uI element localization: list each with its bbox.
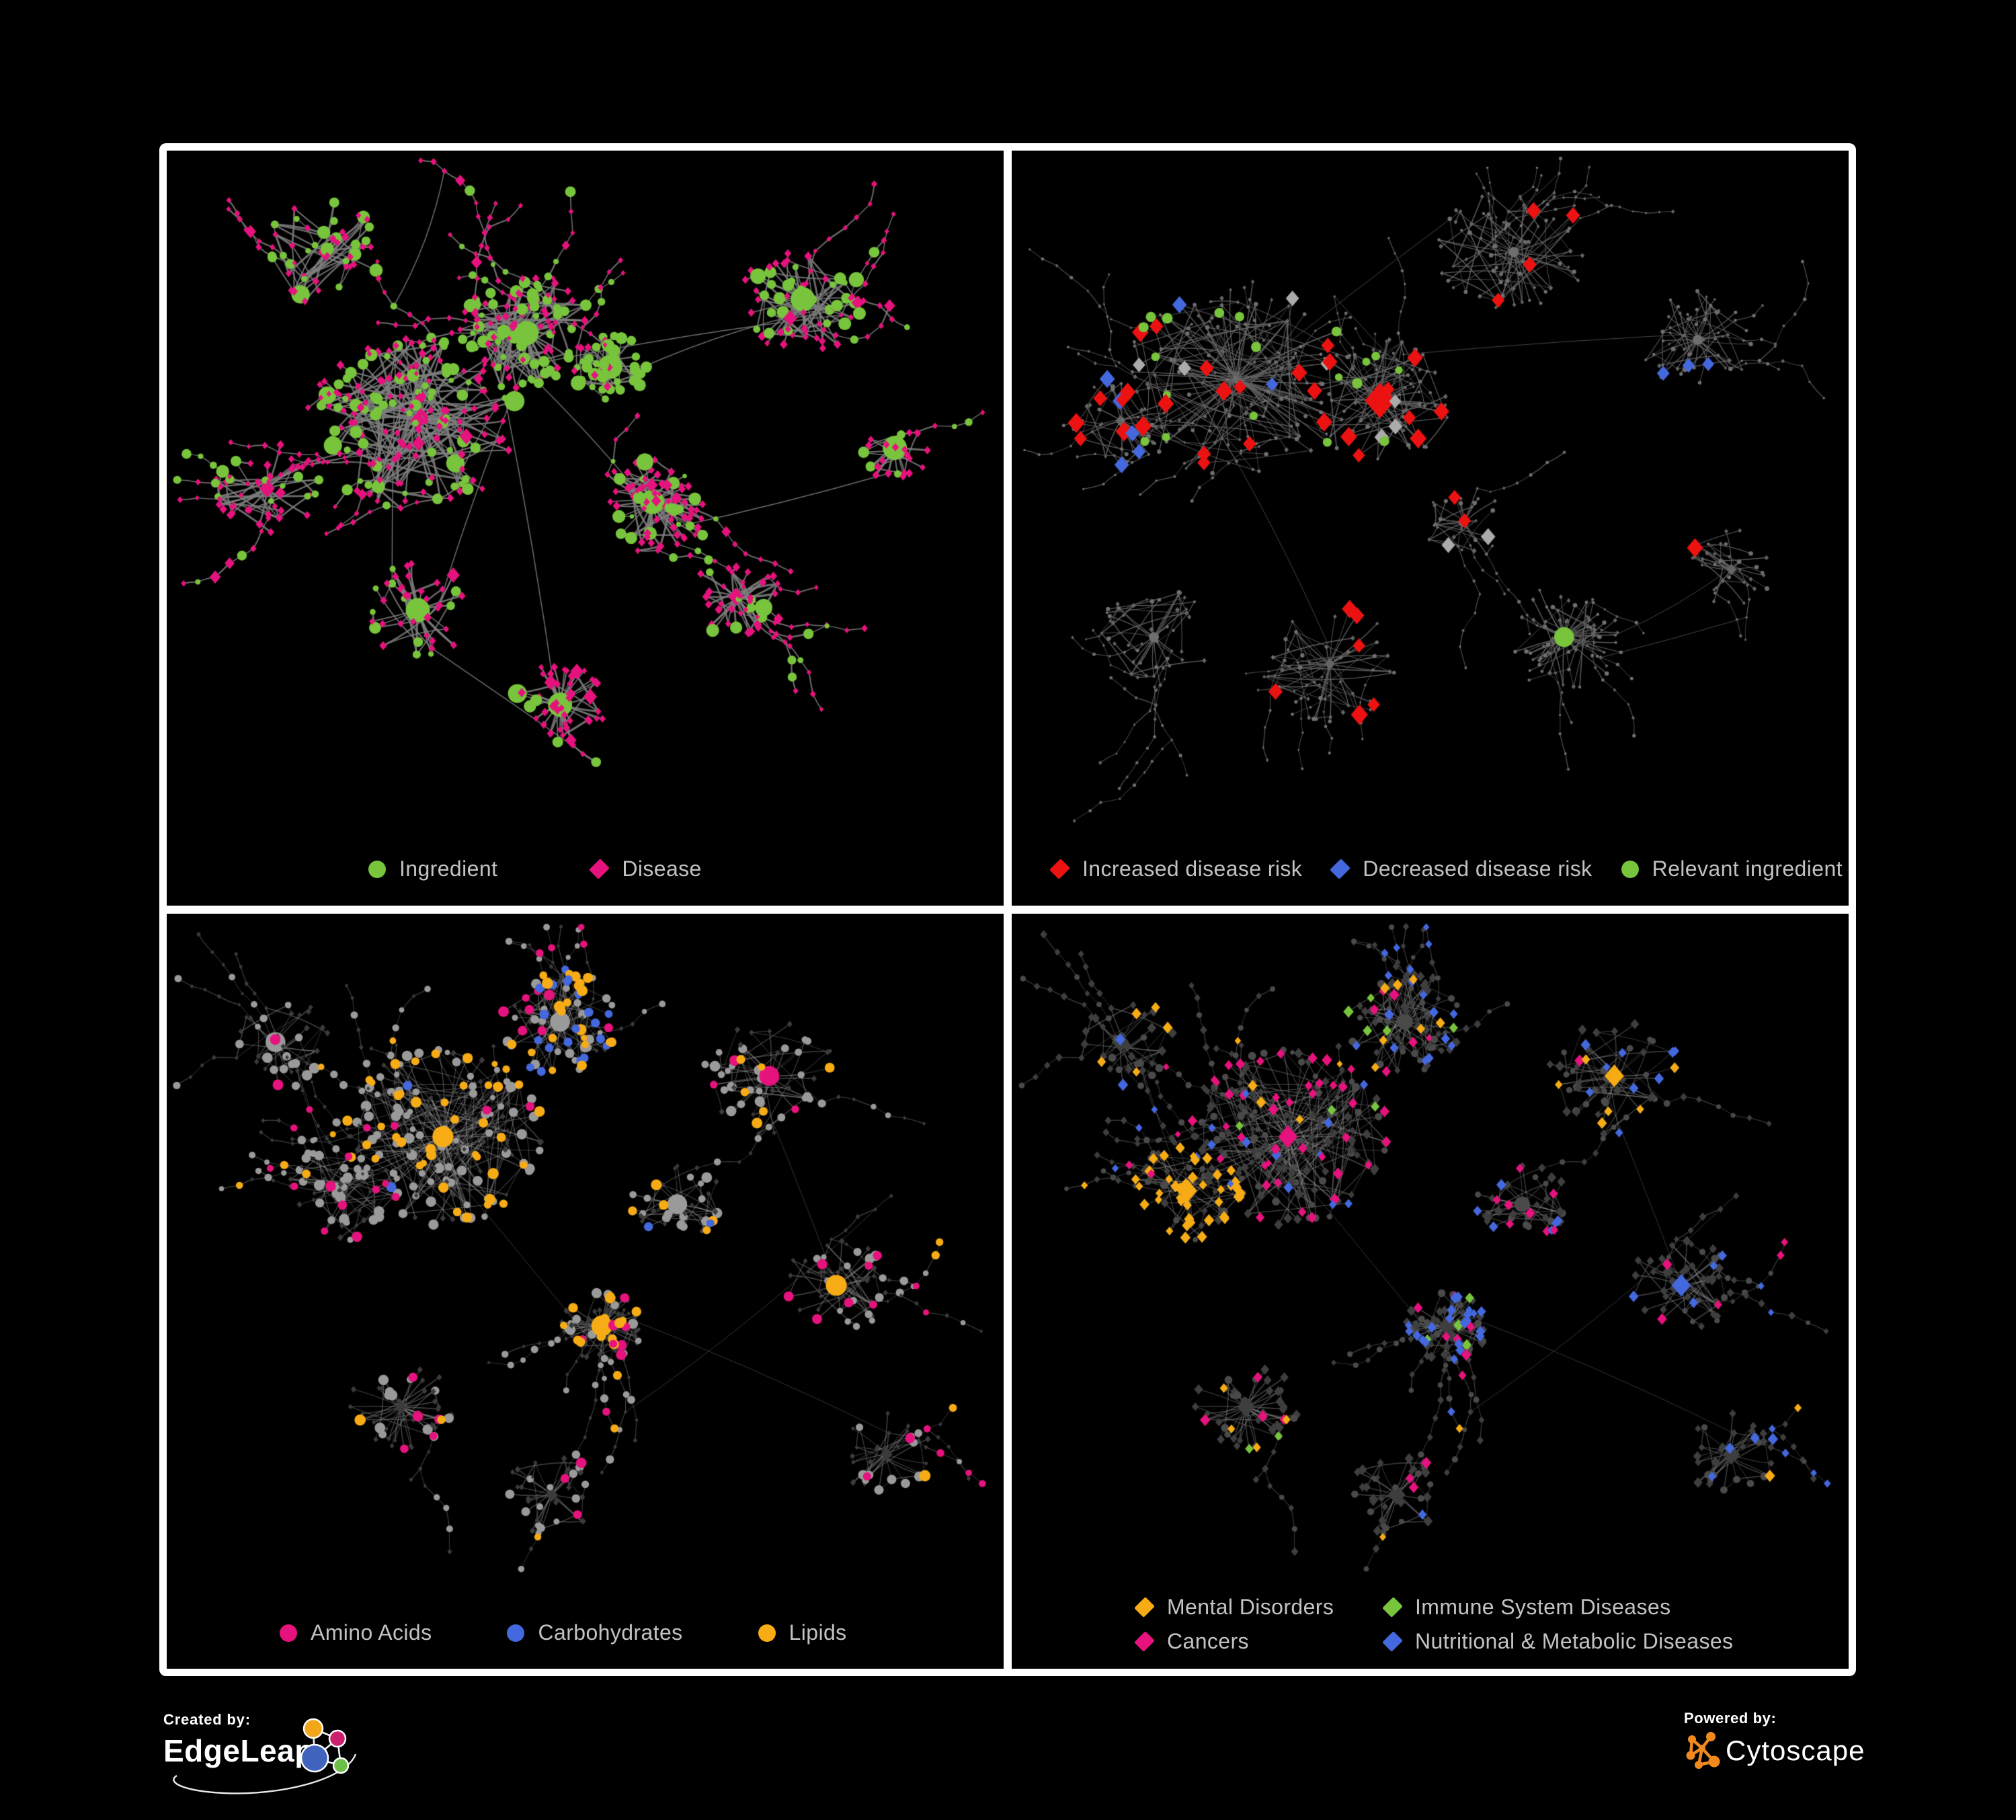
network-canvas-disease-risk <box>1012 151 1849 906</box>
edgeleap-wordmark: EdgeLeap <box>163 1733 314 1768</box>
edgeleap-brand-row: EdgeLeap <box>163 1718 357 1794</box>
legend-label-cancers: Cancers <box>1167 1629 1249 1653</box>
immune-diseases-marker-icon <box>1382 1597 1403 1618</box>
legend-label-disease: Disease <box>622 857 702 881</box>
nutritional-metabolic-marker-icon <box>1382 1631 1403 1652</box>
powered-by-label: Powered by: <box>1684 1710 1777 1727</box>
legend-label-amino-acids: Amino Acids <box>311 1620 432 1645</box>
legend-label-carbohydrates: Carbohydrates <box>538 1620 683 1645</box>
ingredient-marker-icon <box>368 860 386 878</box>
legend-label-decreased-risk: Decreased disease risk <box>1363 857 1592 881</box>
legend-disease-classes: Mental Disorders Immune System Diseases … <box>1134 1595 1734 1654</box>
created-by-label: Created by: <box>163 1711 251 1728</box>
lipids-marker-icon <box>758 1624 776 1642</box>
legend-disease-risk: Increased disease risk Decreased disease… <box>1049 857 1843 881</box>
legend-item-amino-acids: Amino Acids <box>280 1620 432 1645</box>
cytoscape-credit: Powered by: Cytoscape <box>1684 1710 1865 1772</box>
mental-disorders-marker-icon <box>1134 1597 1155 1618</box>
legend-label-ingredient: Ingredient <box>399 857 498 881</box>
network-canvas-nutrient-classes <box>167 914 1004 1669</box>
panel-grid: Ingredient Disease Increased disease ris… <box>159 143 1856 1676</box>
legend-label-immune-diseases: Immune System Diseases <box>1415 1595 1671 1619</box>
legend-ingredient-disease: Ingredient Disease <box>368 857 702 881</box>
cytoscape-logo-icon <box>1686 1732 1720 1769</box>
legend-item-carbohydrates: Carbohydrates <box>507 1620 682 1645</box>
cytoscape-brand-row: Cytoscape <box>1684 1730 1865 1772</box>
disease-marker-icon <box>589 859 610 879</box>
panel-disease-risk: Increased disease risk Decreased disease… <box>1012 151 1849 906</box>
edgeleap-logo-icon <box>300 1718 350 1774</box>
decreased-risk-marker-icon <box>1330 859 1351 879</box>
cytoscape-wordmark: Cytoscape <box>1726 1735 1865 1766</box>
legend-item-relevant-ingredient: Relevant ingredient <box>1621 857 1843 881</box>
legend-item-lipids: Lipids <box>758 1620 847 1645</box>
legend-label-nutritional-metabolic: Nutritional & Metabolic Diseases <box>1415 1629 1734 1653</box>
legend-nutrient-classes: Amino Acids Carbohydrates Lipids <box>280 1620 847 1645</box>
legend-item-decreased-risk: Decreased disease risk <box>1330 857 1592 881</box>
legend-label-lipids: Lipids <box>789 1620 847 1645</box>
legend-item-mental-disorders: Mental Disorders <box>1134 1595 1383 1620</box>
relevant-ingredient-marker-icon <box>1621 860 1639 878</box>
legend-label-relevant-ingredient: Relevant ingredient <box>1652 857 1843 881</box>
cancers-marker-icon <box>1134 1631 1155 1652</box>
legend-item-ingredient: Ingredient <box>368 857 497 881</box>
panel-ingredient-disease: Ingredient Disease <box>167 151 1004 906</box>
legend-item-immune-diseases: Immune System Diseases <box>1382 1595 1733 1620</box>
legend-item-disease: Disease <box>589 857 702 881</box>
legend-item-nutritional-metabolic: Nutritional & Metabolic Diseases <box>1382 1629 1734 1654</box>
panel-disease-classes: Mental Disorders Immune System Diseases … <box>1012 914 1849 1669</box>
increased-risk-marker-icon <box>1049 859 1070 879</box>
legend-item-cancers: Cancers <box>1134 1629 1383 1654</box>
network-canvas-disease-classes <box>1012 914 1849 1669</box>
network-canvas-ingredient-disease <box>167 151 1004 906</box>
carbohydrates-marker-icon <box>507 1624 525 1642</box>
amino-acids-marker-icon <box>280 1624 297 1642</box>
legend-item-increased-risk: Increased disease risk <box>1049 857 1303 881</box>
edgeleap-credit: Created by: EdgeLeap <box>163 1711 357 1794</box>
legend-label-increased-risk: Increased disease risk <box>1082 857 1303 881</box>
panel-nutrient-classes: Amino Acids Carbohydrates Lipids <box>167 914 1004 1669</box>
legend-label-mental-disorders: Mental Disorders <box>1167 1595 1334 1619</box>
